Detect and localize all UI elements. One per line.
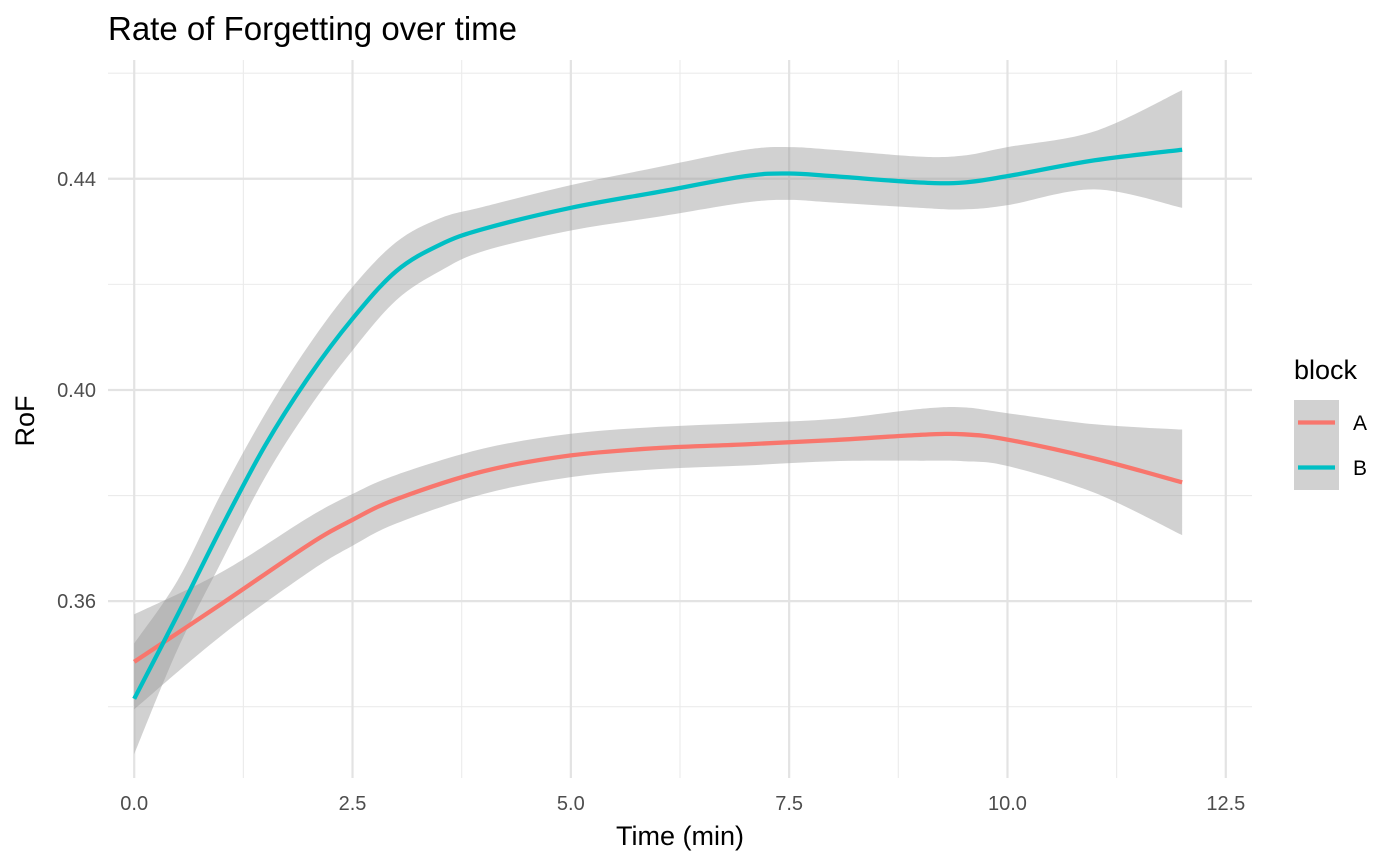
x-axis-ticks: 0.0 2.5 5.0 7.5 10.0 12.5: [120, 793, 1245, 815]
confidence-band-A: [134, 407, 1183, 710]
x-tick-label: 7.5: [775, 793, 803, 815]
series-lines: [132, 147, 1183, 700]
y-axis-ticks: 0.36 0.40 0.44: [57, 169, 96, 613]
x-tick-label: 12.5: [1206, 793, 1245, 815]
x-tick-label: 2.5: [339, 793, 367, 815]
chart-title: Rate of Forgetting over time: [108, 10, 517, 47]
legend-item-B: B: [1294, 445, 1367, 490]
x-axis-title: Time (min): [616, 821, 744, 851]
grid-major: [108, 60, 1252, 778]
series-line-A: [133, 431, 1183, 664]
legend-item-A: A: [1294, 400, 1367, 445]
series-line-B: [132, 147, 1183, 700]
legend-label: A: [1353, 412, 1367, 435]
confidence-band-B: [134, 90, 1183, 755]
x-tick-label: 0.0: [120, 793, 148, 815]
y-axis-title: RoF: [10, 395, 40, 446]
confidence-bands: [134, 90, 1183, 755]
y-tick-label: 0.40: [57, 380, 96, 402]
legend-title: block: [1294, 355, 1358, 385]
x-tick-label: 5.0: [557, 793, 585, 815]
x-tick-label: 10.0: [988, 793, 1027, 815]
legend-label: B: [1353, 457, 1367, 480]
y-tick-label: 0.36: [57, 591, 96, 613]
y-tick-label: 0.44: [57, 169, 96, 191]
legend: block AB: [1294, 355, 1367, 490]
